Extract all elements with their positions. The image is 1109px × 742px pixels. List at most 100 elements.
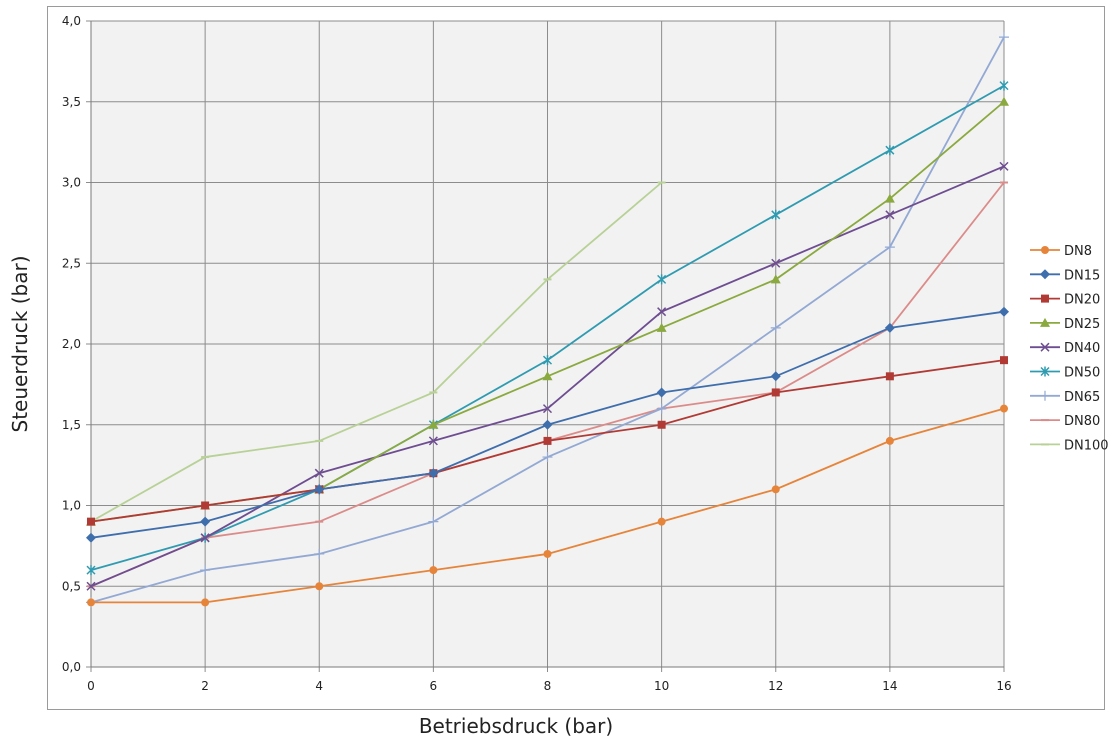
data-point-dn40	[542, 404, 553, 414]
legend-item-dn65: DN65	[1030, 390, 1100, 405]
data-point-dn20	[87, 517, 95, 526]
y-tick-label: 2,0	[62, 337, 81, 351]
data-point-dn15	[884, 322, 895, 333]
series-dn15	[86, 306, 1009, 543]
legend-label-dn20: DN20	[1064, 293, 1100, 308]
data-point-dn40	[200, 533, 210, 543]
data-point-dn65	[656, 403, 667, 414]
data-point-dn20	[771, 388, 780, 397]
legend-label-dn65: DN65	[1064, 390, 1100, 405]
x-tick-label: 14	[882, 679, 897, 693]
data-point-dn25	[656, 322, 667, 332]
y-tick-label: 3,0	[62, 176, 81, 190]
series-dn8	[87, 404, 1008, 607]
legend-marker-dn20	[1041, 294, 1049, 303]
data-point-dn15	[428, 468, 439, 479]
y-tick-label: 1,5	[62, 418, 81, 432]
data-point-dn25	[884, 193, 895, 203]
legend-item-dn50: DN50	[1030, 366, 1100, 381]
data-point-dn50	[885, 145, 895, 156]
legend-item-dn40: DN40	[1030, 341, 1100, 356]
legend-label-dn25: DN25	[1064, 317, 1100, 332]
data-point-dn65	[428, 516, 439, 527]
y-axis-title: Steuerdruck (bar)	[8, 255, 32, 432]
axes: 0,0 0,5 1,0 1,5 2,0 2,5 3,0 3,5 4,0 0 2 4 6 8 10 12 14 16	[62, 14, 1012, 693]
data-point-dn40	[314, 468, 324, 478]
y-tick-label: 3,5	[62, 95, 81, 109]
legend-label-dn100: DN100	[1064, 438, 1109, 453]
data-point-dn50	[999, 80, 1009, 91]
legend-marker-dn25	[1040, 317, 1050, 327]
data-point-dn65	[884, 242, 895, 253]
series-dn50	[86, 80, 1009, 576]
data-point-dn20	[201, 501, 210, 510]
legend-marker-dn8	[1041, 246, 1049, 254]
data-point-dn15	[86, 532, 96, 543]
data-point-dn8	[429, 566, 438, 575]
legend-label-dn15: DN15	[1064, 268, 1100, 283]
data-point-dn8	[885, 436, 894, 445]
x-tick-label: 0	[87, 679, 95, 693]
series-lines	[86, 32, 1009, 608]
legend-marker-dn65	[1040, 390, 1050, 401]
data-point-dn25	[999, 96, 1009, 106]
data-point-dn65	[770, 322, 781, 333]
data-point-dn20	[657, 420, 666, 429]
data-point-dn50	[86, 565, 96, 576]
gridlines	[90, 20, 1005, 668]
data-point-dn50	[657, 274, 667, 285]
data-point-dn40	[86, 581, 96, 591]
legend-marker-dn15	[1040, 269, 1050, 280]
series-dn40	[86, 161, 1009, 591]
legend-item-dn20: DN20	[1030, 293, 1100, 308]
legend-marker-dn50	[1040, 366, 1050, 377]
legend-label-dn40: DN40	[1064, 341, 1100, 356]
y-tick-label: 1,0	[62, 499, 81, 513]
data-point-dn15	[656, 387, 667, 398]
legend-item-dn8: DN8	[1030, 244, 1092, 259]
data-point-dn20	[543, 436, 552, 445]
data-point-dn8	[657, 517, 666, 526]
y-tick-label: 0,0	[62, 660, 81, 674]
data-point-dn15	[542, 419, 553, 430]
legend-label-dn50: DN50	[1064, 366, 1100, 381]
legend-item-dn15: DN15	[1030, 268, 1100, 283]
data-point-dn40	[771, 258, 781, 268]
data-point-dn15	[770, 371, 781, 382]
data-point-dn20	[1000, 356, 1008, 365]
legend-marker-dn40	[1040, 342, 1050, 352]
x-tick-label: 6	[430, 679, 438, 693]
data-point-dn8	[543, 549, 552, 558]
legend-label-dn8: DN8	[1064, 244, 1092, 259]
x-tick-label: 4	[315, 679, 323, 693]
data-point-dn25	[542, 371, 553, 381]
x-axis-title: Betriebsdruck (bar)	[419, 714, 613, 738]
y-tick-label: 2,5	[62, 256, 81, 270]
data-point-dn40	[657, 307, 667, 317]
data-point-dn25	[770, 274, 781, 284]
data-point-dn15	[999, 306, 1009, 317]
data-point-dn8	[201, 598, 210, 607]
x-tick-label: 10	[654, 679, 669, 693]
legend-item-dn100: DN100	[1030, 438, 1109, 453]
data-point-dn25	[428, 419, 439, 429]
data-point-dn8	[1000, 404, 1008, 413]
data-point-dn65	[200, 565, 211, 576]
x-tick-label: 16	[996, 679, 1011, 693]
legend-item-dn80: DN80	[1030, 414, 1100, 429]
data-point-dn20	[885, 372, 894, 381]
legend-item-dn25: DN25	[1030, 317, 1100, 332]
x-tick-label: 2	[201, 679, 209, 693]
data-point-dn65	[314, 548, 325, 559]
legend-label-dn80: DN80	[1064, 414, 1100, 429]
data-point-dn15	[200, 516, 211, 527]
data-point-dn65	[999, 32, 1009, 43]
data-point-dn8	[87, 598, 95, 607]
x-tick-label: 8	[544, 679, 552, 693]
legend: DN8 DN15 DN20 DN25 DN40 DN50 DN65 DN80 DN100	[1030, 244, 1109, 453]
data-point-dn8	[771, 485, 780, 494]
data-point-dn50	[771, 209, 781, 220]
data-point-dn15	[314, 484, 325, 495]
y-tick-label: 0,5	[62, 579, 81, 593]
